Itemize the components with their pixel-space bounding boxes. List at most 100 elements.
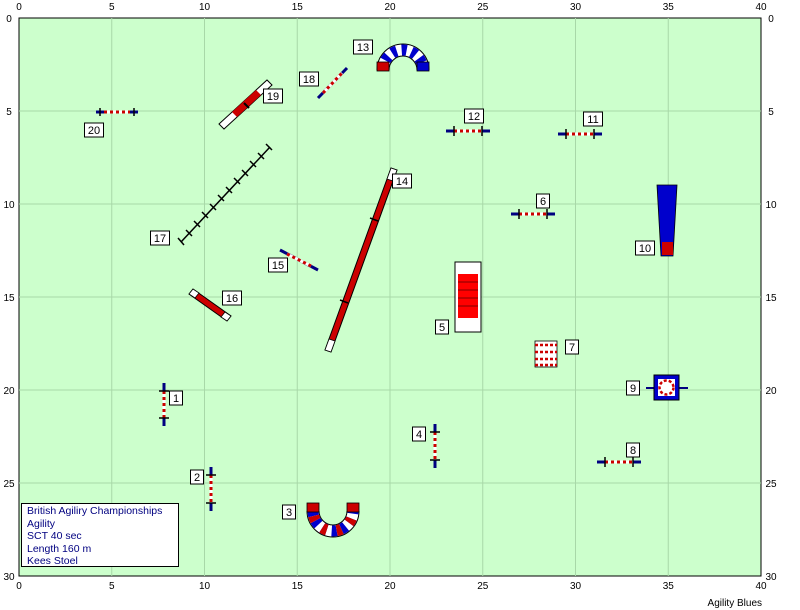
- obstacle-label-2: 2: [190, 469, 204, 485]
- a-frame-10: [656, 184, 678, 257]
- y-tick-label: 20: [765, 386, 777, 397]
- obstacle-label-19: 19: [263, 88, 283, 104]
- svg-text:14: 14: [396, 176, 408, 188]
- obstacle-label-5: 5: [435, 319, 449, 335]
- hurdle-20: [96, 108, 138, 116]
- x-tick-label: 15: [292, 581, 304, 592]
- y-tick-label: 15: [3, 293, 15, 304]
- svg-text:8: 8: [630, 445, 636, 457]
- obstacle-label-12: 12: [464, 108, 484, 124]
- svg-text:4: 4: [416, 429, 422, 441]
- obstacle-label-8: 8: [626, 442, 640, 458]
- tunnel-3: [306, 502, 360, 538]
- x-tick-label: 30: [570, 2, 582, 13]
- x-tick-label: 0: [16, 2, 22, 13]
- svg-text:1: 1: [173, 393, 179, 405]
- dog-walk-14: [324, 167, 398, 353]
- hurdle-15: [279, 248, 319, 272]
- svg-text:3: 3: [286, 507, 292, 519]
- obstacle-label-9: 9: [626, 380, 640, 396]
- obstacle-label-7: 7: [565, 339, 579, 355]
- obstacle-label-16: 16: [222, 290, 242, 306]
- y-tick-label: 25: [3, 479, 15, 490]
- x-tick-label: 20: [384, 2, 396, 13]
- tire-9: [646, 374, 688, 401]
- svg-text:20: 20: [88, 125, 100, 137]
- obstacle-label-4: 4: [412, 426, 426, 442]
- svg-text:6: 6: [540, 196, 546, 208]
- obstacle-label-1: 1: [169, 390, 183, 406]
- y-tick-label: 0: [6, 14, 12, 25]
- x-tick-label: 10: [199, 581, 211, 592]
- y-tick-label: 10: [3, 200, 15, 211]
- standard-course-time: SCT 40 sec: [27, 530, 82, 543]
- y-tick-label: 25: [765, 479, 777, 490]
- y-tick-label: 30: [3, 572, 15, 583]
- course-length: Length 160 m: [27, 542, 92, 555]
- see-saw-16: [188, 288, 232, 322]
- obstacle-label-3: 3: [282, 504, 296, 520]
- x-tick-label: 5: [109, 2, 115, 13]
- svg-text:15: 15: [272, 260, 284, 272]
- hurdle-6: [511, 209, 555, 219]
- hurdle-11: [558, 129, 602, 139]
- x-tick-label: 40: [755, 581, 767, 592]
- obstacle-label-17: 17: [150, 230, 170, 246]
- hurdle-12: [446, 126, 490, 136]
- y-tick-label: 30: [765, 572, 777, 583]
- y-tick-label: 15: [765, 293, 777, 304]
- hurdle-8: [597, 457, 641, 467]
- x-tick-label: 35: [663, 2, 675, 13]
- software-brand: Agility Blues: [707, 598, 762, 609]
- course-info-box: British Agiliry Championships Agility SC…: [21, 503, 179, 567]
- svg-text:7: 7: [569, 342, 575, 354]
- obstacle-label-18: 18: [299, 71, 319, 87]
- obstacle-label-13: 13: [353, 39, 373, 55]
- tunnel-13: [376, 43, 430, 72]
- svg-text:10: 10: [639, 243, 651, 255]
- obstacle-label-6: 6: [536, 193, 550, 209]
- y-tick-label: 5: [768, 107, 774, 118]
- svg-text:5: 5: [439, 322, 445, 334]
- x-tick-label: 25: [477, 581, 489, 592]
- y-tick-label: 10: [765, 200, 777, 211]
- event-title: British Agiliry Championships: [27, 505, 163, 517]
- hurdle-1: [159, 383, 169, 426]
- y-tick-label: 20: [3, 386, 15, 397]
- svg-text:12: 12: [468, 111, 480, 123]
- svg-text:9: 9: [630, 383, 636, 395]
- x-tick-label: 5: [109, 581, 115, 592]
- svg-text:19: 19: [267, 91, 279, 103]
- svg-text:17: 17: [154, 233, 166, 245]
- obstacle-label-15: 15: [268, 257, 288, 273]
- svg-text:13: 13: [357, 42, 369, 54]
- x-tick-label: 25: [477, 2, 489, 13]
- svg-text:11: 11: [587, 114, 598, 126]
- x-tick-label: 35: [663, 581, 675, 592]
- spread-7: [534, 340, 558, 368]
- svg-text:18: 18: [303, 74, 315, 86]
- hurdle-4: [430, 424, 440, 468]
- obstacle-label-14: 14: [392, 173, 412, 189]
- svg-text:16: 16: [226, 293, 238, 305]
- x-tick-label: 40: [755, 2, 767, 13]
- x-tick-label: 20: [384, 581, 396, 592]
- obstacle-label-20: 20: [84, 122, 104, 138]
- hurdle-18: [316, 66, 349, 100]
- svg-text:2: 2: [194, 472, 200, 484]
- x-tick-label: 15: [292, 2, 304, 13]
- hurdle-2: [206, 467, 216, 511]
- see-saw-19: [218, 79, 273, 130]
- wall-5: [454, 261, 482, 333]
- x-tick-label: 0: [16, 581, 22, 592]
- obstacle-label-10: 10: [635, 240, 655, 256]
- class-name: Agility: [27, 517, 56, 530]
- y-tick-label: 0: [768, 14, 774, 25]
- y-tick-label: 5: [6, 107, 12, 118]
- x-tick-label: 30: [570, 581, 582, 592]
- x-tick-label: 10: [199, 2, 211, 13]
- weave-poles-17: [177, 143, 273, 246]
